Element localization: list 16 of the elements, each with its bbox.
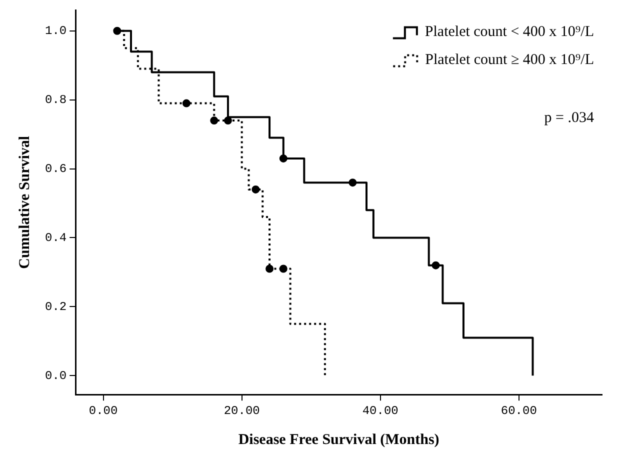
x-tick-label: 20.00 (224, 404, 260, 418)
y-tick-label: 0.0 (44, 368, 67, 383)
y-tick-label: 0.8 (44, 93, 67, 108)
annotation: p = .034 (544, 110, 594, 126)
y-tick-label: 0.2 (44, 300, 67, 314)
y-tick-label: 0.4 (44, 230, 67, 245)
x-tick-label: 0.00 (88, 404, 118, 418)
legend-label: Platelet count < 400 x 10⁹/L (424, 24, 594, 40)
y-tick-label: 1.0 (44, 24, 67, 38)
x-axis-title: Disease Free Survival (Months) (238, 432, 440, 448)
x-tick-label: 60.00 (500, 404, 537, 418)
y-tick-label: 0.6 (44, 162, 67, 176)
point (210, 116, 218, 125)
x-tick-label: 40.00 (362, 404, 398, 418)
legend-label: Platelet count ≥ 400 x 10⁹/L (425, 52, 594, 68)
y-axis-title: Cumulative Survival (16, 136, 33, 269)
